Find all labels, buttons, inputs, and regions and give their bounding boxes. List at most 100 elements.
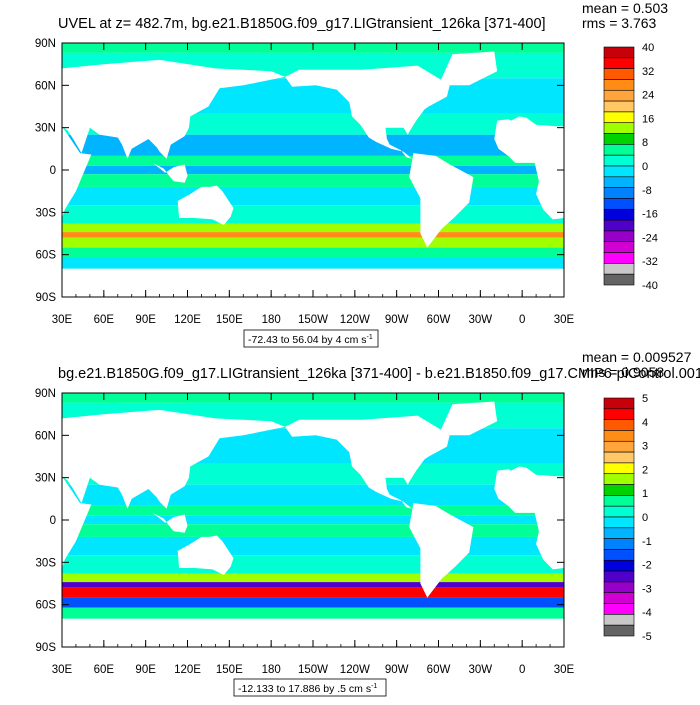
panel-2-rms: rms = 0.9058 bbox=[582, 364, 664, 380]
land-mass-0 bbox=[62, 476, 92, 568]
colorbar-label: -5 bbox=[642, 631, 652, 643]
colorbar-swatch bbox=[603, 549, 635, 561]
land-mass-6 bbox=[438, 401, 498, 436]
band-6 bbox=[62, 165, 564, 175]
band-5 bbox=[62, 155, 564, 166]
x-tick-label: 30W bbox=[469, 664, 493, 676]
panel-1-rms: rms = 3.763 bbox=[582, 15, 657, 31]
panel-2-range-note: -12.133 to 17.886 by .5 cm s-1 bbox=[238, 683, 377, 695]
panel-1-range-note: -72.43 to 56.04 by 4 cm s-1 bbox=[248, 334, 373, 346]
colorbar-label: 2 bbox=[642, 464, 648, 476]
land-mass-4 bbox=[285, 65, 450, 159]
colorbar-swatch bbox=[603, 495, 635, 507]
colorbar-swatch bbox=[603, 484, 635, 496]
panel-1-range-box: -72.43 to 56.04 by 4 cm s-1 bbox=[243, 329, 379, 348]
land-mass-1 bbox=[62, 59, 286, 159]
y-tick-label: 90S bbox=[36, 292, 57, 304]
colorbar-swatch bbox=[603, 408, 635, 420]
colorbar-swatch bbox=[603, 527, 635, 539]
colorbar-swatch bbox=[603, 133, 635, 145]
y-tick-label: 60N bbox=[35, 80, 56, 92]
x-tick-label: 180 bbox=[262, 314, 281, 326]
panel-2: bg.e21.B1850G.f09_g17.LIGtransient_126ka… bbox=[35, 349, 700, 697]
colorbar-label: 8 bbox=[642, 137, 648, 149]
colorbar-swatch bbox=[603, 592, 635, 604]
colorbar-label: -8 bbox=[642, 185, 652, 197]
colorbar-label: 4 bbox=[642, 417, 648, 429]
panel-1: UVEL at z= 482.7m, bg.e21.B1850G.f09_g17… bbox=[35, 0, 668, 348]
band-12 bbox=[62, 587, 564, 598]
colorbar-swatch bbox=[603, 89, 635, 102]
colorbar-swatch bbox=[603, 144, 635, 156]
x-tick-label: 150E bbox=[216, 314, 243, 326]
band-6 bbox=[62, 515, 564, 525]
panel-2-colorbar: 5 4 3 2 1 0 -1 -2 -3 -4 -5 bbox=[603, 393, 652, 643]
colorbar-swatch bbox=[603, 397, 635, 410]
colorbar-label: -32 bbox=[642, 256, 658, 268]
colorbar-swatch bbox=[603, 603, 635, 615]
land-mass-2 bbox=[177, 535, 234, 575]
colorbar-swatch bbox=[603, 68, 635, 80]
land-mass-5 bbox=[409, 503, 474, 598]
y-tick-label: 30N bbox=[35, 123, 56, 135]
colorbar-swatch bbox=[603, 165, 635, 178]
x-tick-label: 90W bbox=[385, 314, 409, 326]
colorbar-label: -2 bbox=[642, 560, 652, 572]
colorbar-swatch bbox=[603, 219, 635, 232]
panel-1-land bbox=[62, 51, 564, 297]
colorbar-swatch bbox=[603, 581, 635, 594]
x-tick-label: 90W bbox=[385, 664, 409, 676]
colorbar-label: 1 bbox=[642, 488, 648, 500]
colorbar-label: 40 bbox=[642, 42, 654, 54]
y-tick-label: 30N bbox=[35, 473, 56, 485]
colorbar-label: -3 bbox=[642, 583, 652, 595]
colorbar-swatch bbox=[603, 430, 635, 442]
panel-2-x-ticks: 30E 60E 90E 120E 150E 180 150W 120W 90W 60W 30W 0 30… bbox=[52, 393, 575, 676]
colorbar-label: 5 bbox=[642, 393, 648, 405]
land-mass-8 bbox=[494, 116, 564, 220]
y-tick-label: 30S bbox=[36, 207, 57, 219]
colorbar-label: -16 bbox=[642, 209, 658, 221]
x-tick-label: 90E bbox=[135, 664, 156, 676]
x-tick-label: 90E bbox=[135, 314, 156, 326]
y-tick-label: 60N bbox=[35, 430, 56, 442]
x-tick-label: 150W bbox=[298, 664, 328, 676]
x-tick-label: 30E bbox=[52, 314, 73, 326]
band-13 bbox=[62, 597, 564, 608]
land-mass-7 bbox=[62, 618, 564, 647]
colorbar-label: 24 bbox=[642, 90, 654, 102]
land-mass-6 bbox=[438, 51, 498, 86]
land-mass-2 bbox=[177, 185, 234, 225]
land-mass-4 bbox=[285, 415, 450, 509]
y-tick-label: 90S bbox=[36, 642, 57, 654]
x-tick-label: 0 bbox=[519, 314, 525, 326]
colorbar-swatch bbox=[603, 505, 635, 518]
panel-2-range-box: -12.133 to 17.886 by .5 cm s-1 bbox=[233, 678, 387, 697]
colorbar-swatch bbox=[603, 241, 635, 253]
colorbar-swatch bbox=[603, 570, 635, 583]
panel-2-land bbox=[62, 401, 564, 647]
x-tick-label: 30E bbox=[554, 314, 575, 326]
band-14 bbox=[62, 607, 564, 619]
band-9 bbox=[62, 555, 564, 574]
land-mass-8 bbox=[494, 466, 564, 570]
y-tick-label: 0 bbox=[50, 515, 56, 527]
x-tick-label: 150W bbox=[298, 314, 328, 326]
colorbar-swatch bbox=[603, 252, 635, 264]
band-12 bbox=[62, 237, 564, 248]
band-7 bbox=[62, 524, 564, 537]
colorbar-swatch bbox=[603, 559, 635, 572]
y-tick-label: 90N bbox=[35, 388, 56, 400]
panel-2-y-ticks: 90N 60N 30N 0 30S 60S 90S bbox=[35, 388, 564, 654]
band-10 bbox=[62, 223, 564, 233]
colorbar-swatch bbox=[603, 57, 635, 69]
x-tick-label: 60W bbox=[427, 664, 451, 676]
colorbar-swatch bbox=[603, 462, 635, 475]
band-13 bbox=[62, 247, 564, 258]
colorbar-swatch bbox=[603, 100, 635, 113]
panel-2-mean: mean = 0.009527 bbox=[582, 349, 692, 365]
colorbar-swatch bbox=[603, 208, 635, 221]
colorbar-swatch bbox=[603, 111, 635, 124]
